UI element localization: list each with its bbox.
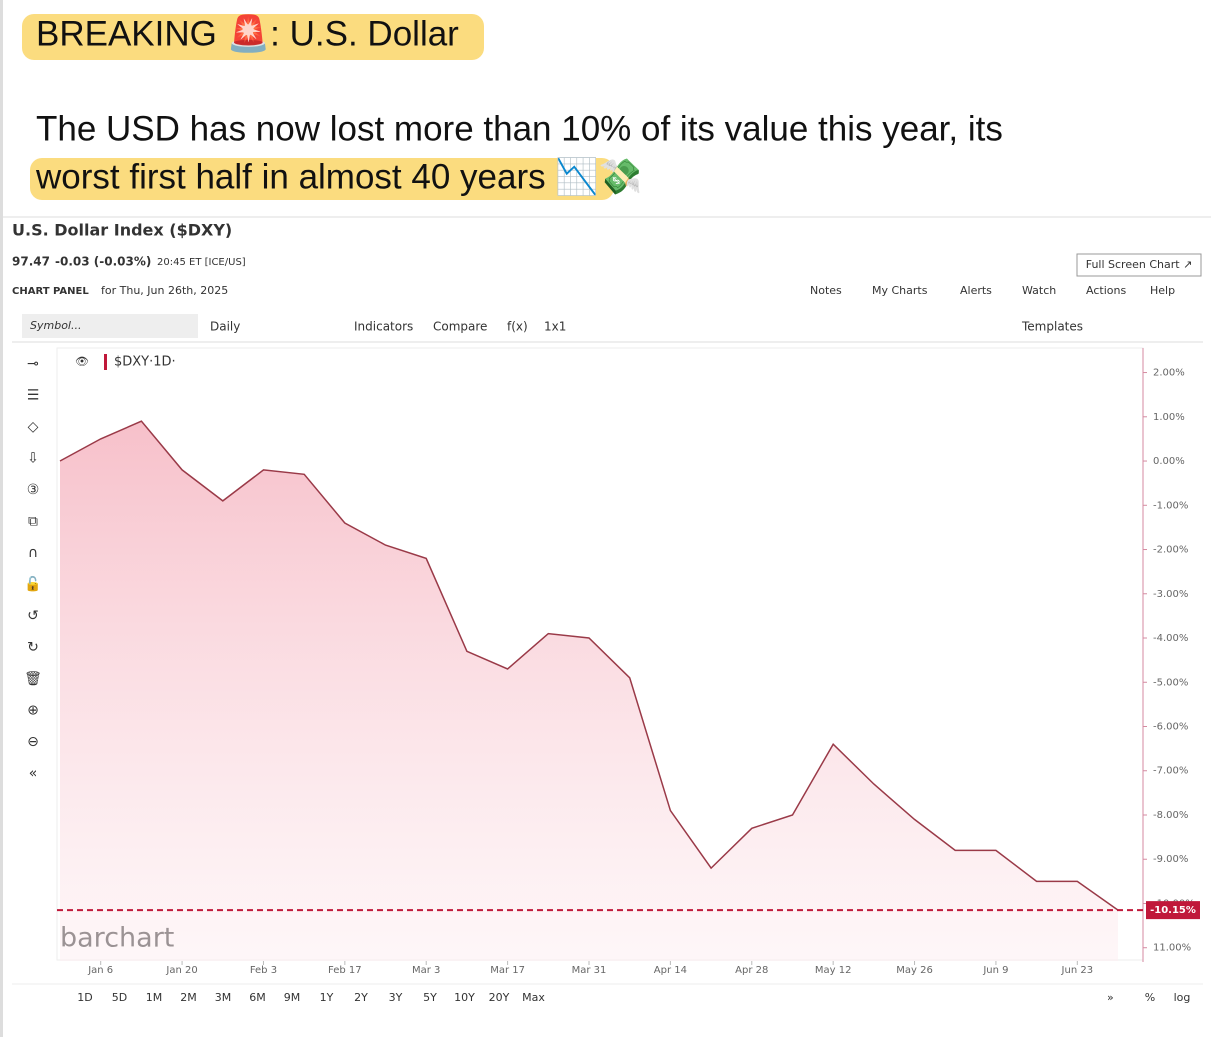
x-tick-label: May 26 bbox=[896, 965, 933, 976]
y-tick-label: -9.00% bbox=[1153, 854, 1188, 865]
period-button[interactable]: 1D bbox=[77, 991, 92, 1004]
collapse-icon[interactable]: » bbox=[1107, 991, 1114, 1004]
tool-icon[interactable]: ↻ bbox=[27, 640, 39, 656]
tool-icon[interactable]: ③ bbox=[27, 482, 40, 498]
fullscreen-button[interactable] bbox=[1076, 253, 1202, 277]
left-border bbox=[0, 0, 3, 1037]
highlight bbox=[30, 158, 614, 200]
change: -0.03 (-0.03%) bbox=[55, 255, 151, 269]
line bbox=[59, 420, 1119, 911]
period-button[interactable]: 1M bbox=[146, 991, 163, 1004]
x-tick-label: Jan 6 bbox=[87, 965, 113, 976]
legend-icon: 👁 bbox=[75, 355, 89, 368]
tool-icon[interactable]: ↺ bbox=[27, 608, 39, 624]
post-text: worst first half in almost 40 years 📉💸 bbox=[35, 156, 643, 196]
y-tick-label: -3.00% bbox=[1153, 589, 1188, 600]
period-button[interactable]: 3Y bbox=[389, 991, 403, 1004]
last-value-label: -10.15% bbox=[1150, 905, 1196, 916]
toolbar-item[interactable]: 1x1 bbox=[544, 320, 566, 334]
x-tick-label: Jan 20 bbox=[165, 965, 197, 976]
y-tick-label: 11.00% bbox=[1153, 943, 1191, 954]
menu-item[interactable]: Actions bbox=[1086, 284, 1126, 297]
tool-icon[interactable]: ∩ bbox=[28, 545, 38, 561]
x-tick-label: Mar 17 bbox=[490, 965, 525, 976]
highlight bbox=[22, 14, 484, 60]
period-button[interactable]: 5D bbox=[112, 991, 127, 1004]
panel-label: CHART PANEL bbox=[12, 286, 89, 297]
toolbar-item[interactable]: Compare bbox=[433, 320, 487, 334]
price: 97.47 bbox=[12, 255, 50, 269]
y-tick-label: -6.00% bbox=[1153, 722, 1188, 733]
last-value-box bbox=[1146, 901, 1200, 920]
y-tick-label: -1.00% bbox=[1153, 500, 1188, 511]
symbol-placeholder[interactable]: Symbol... bbox=[30, 319, 81, 332]
period-button[interactable]: 2M bbox=[180, 991, 197, 1004]
y-tick-label: -5.00% bbox=[1153, 677, 1188, 688]
period-button[interactable]: 5Y bbox=[423, 991, 437, 1004]
period-button[interactable]: Max bbox=[522, 991, 545, 1004]
headline: BREAKING 🚨: U.S. Dollar bbox=[36, 13, 459, 53]
period-button[interactable]: 10Y bbox=[454, 991, 475, 1004]
tool-icon[interactable]: « bbox=[29, 766, 38, 782]
tool-icon[interactable]: 🗑 bbox=[24, 671, 42, 687]
panel-date: for Thu, Jun 26th, 2025 bbox=[101, 284, 228, 297]
templates[interactable]: Templates bbox=[1021, 320, 1083, 334]
y-tick-label: -2.00% bbox=[1153, 545, 1188, 556]
x-tick-label: Mar 31 bbox=[572, 965, 607, 976]
y-tick-label: -8.00% bbox=[1153, 810, 1188, 821]
menu-item[interactable]: My Charts bbox=[872, 284, 928, 297]
toolbar-item[interactable]: Daily bbox=[210, 320, 240, 334]
tool-icon[interactable]: ⧉ bbox=[28, 514, 38, 530]
tool-icon[interactable]: ⇩ bbox=[27, 451, 39, 467]
period-button[interactable]: 9M bbox=[284, 991, 301, 1004]
menu-item[interactable]: Alerts bbox=[960, 284, 992, 297]
scale-option[interactable]: % bbox=[1145, 991, 1155, 1004]
legend-label: $DXY·1D· bbox=[114, 355, 176, 370]
x-tick-label: Apr 28 bbox=[735, 965, 768, 976]
legend-swatch bbox=[104, 354, 107, 370]
menu-item[interactable]: Watch bbox=[1022, 284, 1056, 297]
y-tick-label: -7.00% bbox=[1153, 766, 1188, 777]
symbol-input[interactable] bbox=[22, 314, 198, 338]
x-tick-label: Mar 3 bbox=[412, 965, 440, 976]
x-tick-label: Apr 14 bbox=[654, 965, 687, 976]
y-tick-label: 0.00% bbox=[1153, 456, 1185, 467]
tool-icon[interactable]: ◇ bbox=[28, 419, 39, 435]
y-tick-label: 1.00% bbox=[1153, 412, 1185, 423]
y-tick-label: -4.00% bbox=[1153, 633, 1188, 644]
x-tick-label: Jun 23 bbox=[1061, 965, 1094, 976]
area bbox=[60, 421, 1118, 961]
scale-option[interactable]: log bbox=[1174, 991, 1191, 1004]
menu-item[interactable]: Notes bbox=[810, 284, 842, 297]
tool-icon[interactable]: ⊸ bbox=[27, 356, 39, 372]
tool-icon[interactable]: ⊕ bbox=[27, 703, 39, 719]
y-tick-label: 2.00% bbox=[1153, 368, 1185, 379]
tool-icon[interactable]: 🔓 bbox=[24, 576, 41, 593]
time: 20:45 ET [ICE/US] bbox=[157, 257, 246, 268]
toolbar-item[interactable]: Indicators bbox=[354, 320, 413, 334]
menu-item[interactable]: Help bbox=[1150, 284, 1175, 297]
x-tick-label: May 12 bbox=[815, 965, 852, 976]
x-tick-label: Feb 17 bbox=[328, 965, 362, 976]
tool-icon[interactable]: ☰ bbox=[27, 388, 40, 404]
chart-title: U.S. Dollar Index ($DXY) bbox=[12, 221, 232, 240]
x-tick-label: Feb 3 bbox=[250, 965, 277, 976]
post-text: The USD has now lost more than 10% of it… bbox=[36, 109, 1003, 148]
tool-icon[interactable]: ⊖ bbox=[27, 734, 39, 750]
period-button[interactable]: 6M bbox=[249, 991, 266, 1004]
x-tick-label: Jun 9 bbox=[982, 965, 1008, 976]
toolbar-item[interactable]: f(x) bbox=[507, 320, 528, 334]
period-button[interactable]: 3M bbox=[215, 991, 232, 1004]
period-button[interactable]: 20Y bbox=[489, 991, 510, 1004]
period-button[interactable]: 1Y bbox=[320, 991, 334, 1004]
fullscreen-label[interactable]: Full Screen Chart ↗ bbox=[1086, 258, 1193, 271]
period-button[interactable]: 2Y bbox=[354, 991, 368, 1004]
